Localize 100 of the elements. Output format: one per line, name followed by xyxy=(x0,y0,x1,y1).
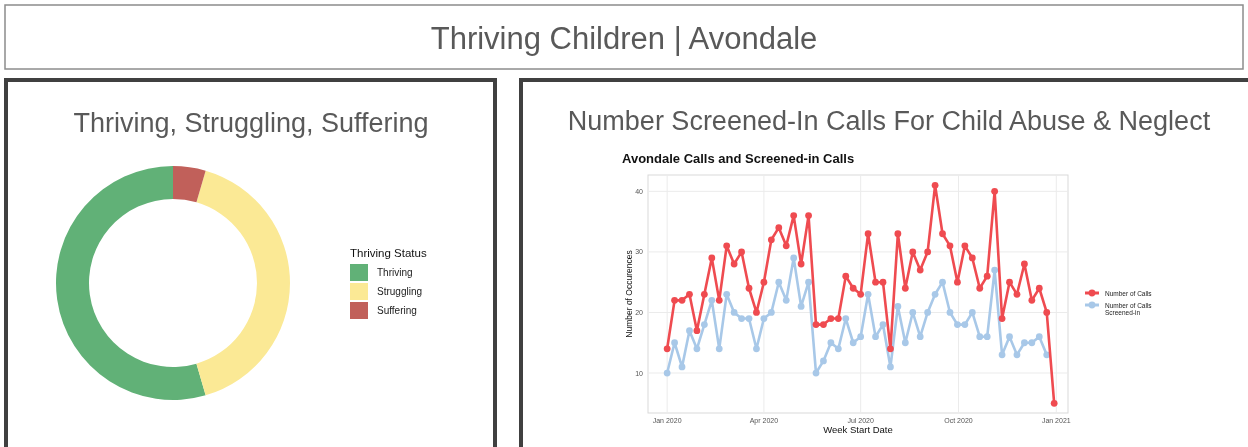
point xyxy=(954,278,961,286)
point xyxy=(775,224,783,232)
point xyxy=(894,303,902,310)
legend-label: Struggling xyxy=(377,286,423,297)
point xyxy=(857,290,865,298)
point xyxy=(693,327,701,335)
point xyxy=(671,296,678,304)
chart-title: Number Screened-In Calls For Child Abuse & Neglect xyxy=(567,106,1211,136)
point xyxy=(901,339,909,347)
point xyxy=(976,284,984,292)
point xyxy=(849,339,857,347)
point xyxy=(834,315,842,322)
point xyxy=(901,284,909,292)
point xyxy=(723,242,731,250)
point xyxy=(738,315,745,322)
point xyxy=(1050,399,1058,407)
point xyxy=(1006,278,1013,286)
point xyxy=(708,254,716,262)
point xyxy=(1035,284,1043,292)
point xyxy=(834,345,842,353)
donut-slice xyxy=(196,170,290,396)
point xyxy=(916,266,924,274)
point xyxy=(730,309,738,316)
point xyxy=(812,369,820,377)
point xyxy=(790,212,798,219)
point xyxy=(686,290,693,298)
point xyxy=(730,260,738,268)
point xyxy=(998,351,1006,359)
point xyxy=(767,309,775,316)
point xyxy=(1028,296,1036,304)
point xyxy=(760,315,768,322)
point xyxy=(805,212,812,219)
point xyxy=(983,272,991,280)
point xyxy=(976,333,984,341)
point xyxy=(946,309,954,316)
point xyxy=(1021,339,1028,347)
point xyxy=(842,272,850,280)
point xyxy=(767,236,775,244)
point xyxy=(797,303,805,310)
point xyxy=(1021,260,1028,268)
point xyxy=(954,321,961,328)
point xyxy=(678,363,686,371)
point xyxy=(872,333,879,341)
point xyxy=(753,345,760,353)
point xyxy=(879,321,887,328)
point xyxy=(961,242,969,250)
point xyxy=(790,254,798,262)
x-axis-title: Week Start Date xyxy=(823,424,893,435)
point xyxy=(753,309,760,316)
point xyxy=(887,363,894,371)
legend-label: Suffering xyxy=(377,305,417,316)
point xyxy=(738,248,745,256)
point xyxy=(1013,351,1021,359)
point xyxy=(931,181,939,189)
point xyxy=(812,321,820,328)
point xyxy=(686,327,693,335)
point xyxy=(961,321,969,328)
point xyxy=(864,230,872,238)
point xyxy=(864,290,872,298)
donut-slice xyxy=(56,166,206,400)
point xyxy=(894,230,902,238)
point xyxy=(991,266,999,274)
point xyxy=(760,278,768,286)
point xyxy=(693,345,701,353)
point xyxy=(700,321,708,328)
point xyxy=(745,284,753,292)
point xyxy=(715,345,723,353)
point xyxy=(782,296,790,304)
point xyxy=(782,242,790,250)
point xyxy=(939,230,946,238)
point xyxy=(968,254,976,262)
point xyxy=(678,296,686,304)
point xyxy=(663,345,671,353)
donut-slice xyxy=(173,166,206,203)
point xyxy=(909,309,917,316)
y-axis-title: Number of Occurences xyxy=(624,250,634,338)
point xyxy=(924,309,932,316)
point xyxy=(946,242,954,250)
point xyxy=(991,187,999,195)
point xyxy=(916,333,924,341)
point xyxy=(820,321,827,328)
point xyxy=(827,339,835,347)
point xyxy=(708,296,716,304)
point xyxy=(1043,309,1051,316)
point xyxy=(700,290,708,298)
point xyxy=(723,290,731,298)
point xyxy=(797,260,805,268)
point xyxy=(1028,339,1036,347)
point xyxy=(998,315,1006,322)
point xyxy=(939,278,946,286)
chart-subtitle: Avondale Calls and Screened-in Calls xyxy=(622,151,855,166)
point xyxy=(968,309,976,316)
point xyxy=(715,296,723,304)
point xyxy=(887,345,894,353)
point xyxy=(909,248,917,256)
point xyxy=(805,278,812,286)
point xyxy=(827,315,835,322)
point xyxy=(983,333,991,341)
point xyxy=(671,339,678,347)
point xyxy=(879,278,887,286)
